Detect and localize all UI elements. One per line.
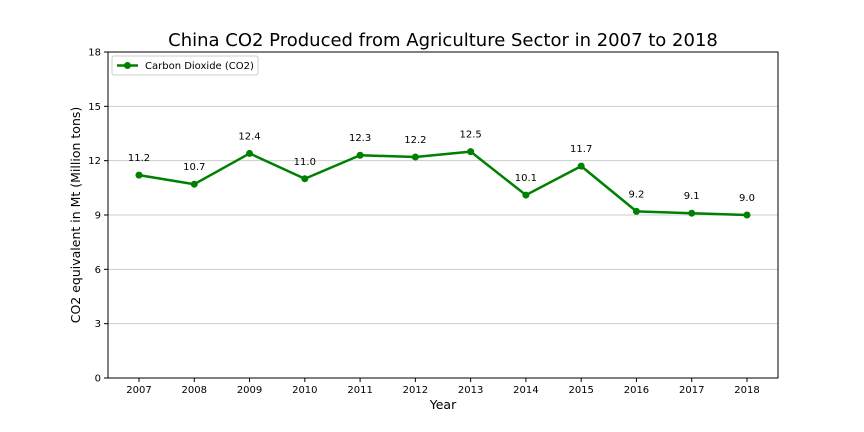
x-tick-label: 2015: [568, 385, 593, 396]
data-point: [688, 209, 696, 217]
data-label: 11.0: [294, 157, 316, 168]
data-label: 12.4: [238, 131, 260, 142]
y-axis-ticks: 0 3 6 9 12 15 18: [88, 48, 108, 385]
legend: Carbon Dioxide (CO2): [111, 55, 259, 76]
x-tick-label: 2013: [458, 385, 483, 396]
data-point: [743, 211, 751, 219]
x-tick-label: 2017: [679, 385, 704, 396]
data-label: 9.2: [629, 189, 645, 200]
x-axis-label: Year: [429, 397, 457, 412]
y-axis-label: CO2 equivalent in Mt (Million tons): [68, 107, 83, 324]
x-tick-label: 2011: [347, 385, 372, 396]
data-point: [301, 175, 309, 183]
data-label: 12.3: [349, 133, 371, 144]
data-point: [577, 162, 585, 170]
plot-frame: [107, 51, 779, 379]
y-tick-label: 12: [88, 156, 101, 167]
y-tick-label: 6: [95, 265, 101, 276]
y-tick-label: 18: [88, 48, 101, 59]
data-label: 12.5: [460, 130, 482, 141]
x-tick-label: 2008: [182, 385, 207, 396]
data-label: 11.2: [128, 153, 150, 164]
data-point: [190, 180, 198, 188]
data-point: [135, 171, 143, 179]
legend-marker-swatch: [124, 62, 131, 69]
data-point: [522, 191, 530, 199]
x-tick-label: 2009: [237, 385, 262, 396]
x-tick-label: 2014: [513, 385, 538, 396]
y-tick-label: 15: [88, 102, 101, 113]
data-label: 9.0: [739, 193, 755, 204]
legend-box: [111, 55, 259, 76]
y-tick-label: 0: [95, 374, 101, 385]
data-point: [411, 153, 419, 161]
x-tick-label: 2018: [734, 385, 759, 396]
x-tick-label: 2010: [292, 385, 317, 396]
data-point: [356, 151, 364, 159]
x-tick-label: 2016: [624, 385, 649, 396]
data-point: [246, 149, 254, 157]
data-label: 10.7: [183, 162, 205, 173]
chart-title: China CO2 Produced from Agriculture Sect…: [168, 30, 718, 51]
x-tick-label: 2007: [126, 385, 151, 396]
data-point: [467, 148, 475, 156]
y-tick-label: 3: [95, 319, 101, 330]
data-label: 11.7: [570, 144, 592, 155]
y-tick-label: 9: [95, 211, 101, 222]
x-axis-ticks: 2007 2008 2009 2010 2011 2012 2013 2014 2015 2016…: [126, 378, 760, 396]
series-layer: 11.2 10.7 12.4 11.0 12.3 12.2 12.5 10.1 11.7 9.2 9…: [128, 130, 755, 219]
grid-lines: [108, 105, 778, 325]
data-point: [632, 207, 640, 215]
data-label: 9.1: [684, 191, 700, 202]
data-label: 12.2: [404, 135, 426, 146]
legend-label: Carbon Dioxide (CO2): [145, 61, 254, 72]
data-label: 10.1: [515, 173, 537, 184]
series-line: [138, 150, 748, 217]
x-tick-label: 2012: [403, 385, 428, 396]
